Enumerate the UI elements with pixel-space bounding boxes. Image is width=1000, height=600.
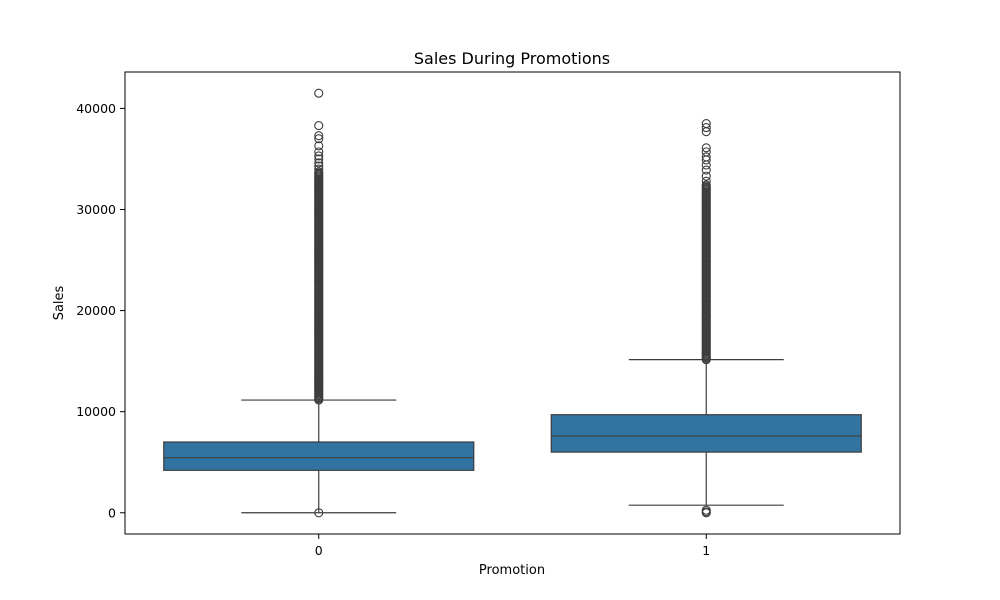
outlier-point: [314, 151, 324, 161]
outlier-point: [701, 176, 711, 186]
y-tick-label: 0: [108, 505, 116, 520]
outlier-point: [701, 143, 711, 153]
outlier-point: [701, 505, 711, 515]
y-axis-label: Sales: [52, 285, 67, 320]
box-group-1: [550, 119, 862, 518]
x-tick-label: 0: [315, 543, 323, 558]
plot-area: [163, 88, 862, 518]
outlier-point: [701, 147, 711, 157]
outlier-point: [314, 121, 324, 131]
outlier-point: [701, 123, 711, 133]
x-tick-label: 1: [702, 543, 710, 558]
iqr-box: [550, 414, 862, 453]
outlier-point: [701, 119, 711, 129]
x-axis-label: Promotion: [479, 563, 545, 578]
outlier-point: [314, 134, 324, 144]
plot-frame: [124, 71, 901, 535]
outlier-point: [314, 141, 324, 151]
y-tick-label: 30000: [76, 202, 116, 217]
outlier-point: [314, 158, 324, 168]
outlier-point: [314, 161, 324, 171]
y-tick-label: 10000: [76, 404, 116, 419]
box-group-0: [163, 88, 475, 518]
outlier-point: [701, 180, 711, 190]
outlier-point: [701, 171, 711, 181]
outlier-point: [314, 88, 324, 98]
outlier-point: [701, 165, 711, 175]
outlier-point: [314, 167, 324, 177]
chart-title: Sales During Promotions: [414, 49, 610, 68]
outlier-point: [314, 147, 324, 157]
outlier-point: [314, 164, 324, 174]
outlier-point: [701, 152, 711, 162]
outlier-point: [314, 131, 324, 141]
y-tick-label: 40000: [76, 101, 116, 116]
iqr-box: [163, 441, 475, 471]
outlier-point: [314, 154, 324, 164]
y-tick-label: 20000: [76, 303, 116, 318]
